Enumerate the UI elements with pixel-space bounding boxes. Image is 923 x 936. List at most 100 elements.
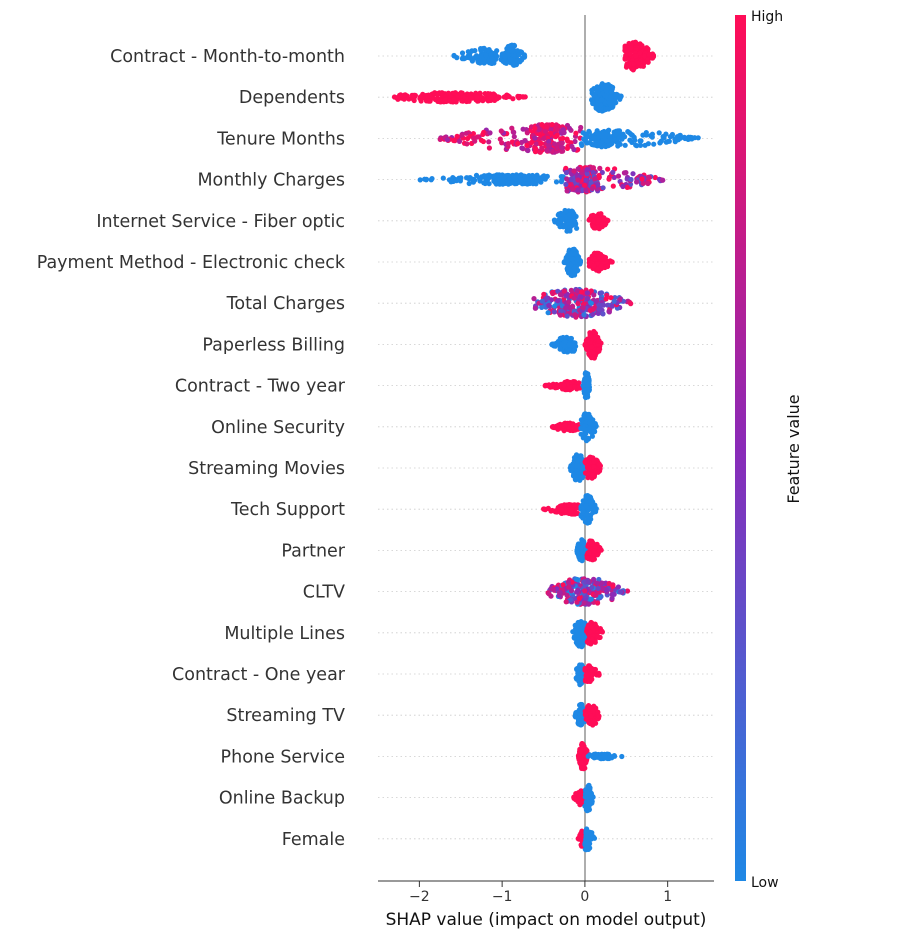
shap-point xyxy=(610,169,616,175)
shap-point xyxy=(566,228,572,234)
shap-point xyxy=(580,509,586,515)
shap-point xyxy=(610,583,616,589)
shap-points xyxy=(391,39,701,853)
shap-point xyxy=(682,135,688,142)
shap-point xyxy=(579,701,585,708)
shap-point xyxy=(581,182,588,188)
shap-point xyxy=(478,53,484,59)
shap-point xyxy=(578,707,584,713)
shap-point xyxy=(581,312,587,318)
shap-point xyxy=(568,287,574,293)
shap-point xyxy=(573,221,579,228)
shap-point xyxy=(606,176,612,182)
shap-point xyxy=(485,91,491,97)
shap-point xyxy=(624,588,631,594)
shap-point xyxy=(622,142,628,148)
shap-point xyxy=(454,133,460,139)
shap-point xyxy=(574,422,581,428)
shap-point xyxy=(611,298,617,304)
shap-point xyxy=(596,142,602,148)
shap-point xyxy=(583,712,589,718)
shap-point xyxy=(560,135,566,141)
shap-point xyxy=(465,49,471,55)
feature-label-contract-one-year: Contract - One year xyxy=(172,665,346,685)
shap-point xyxy=(427,93,433,99)
shap-point xyxy=(595,310,601,316)
feature-label-partner: Partner xyxy=(281,541,345,561)
shap-point xyxy=(595,224,601,230)
shap-point xyxy=(617,589,624,595)
shap-point xyxy=(619,753,625,760)
x-tick-label: −2 xyxy=(409,889,430,905)
shap-point xyxy=(571,295,577,301)
shap-point xyxy=(578,833,585,840)
shap-point xyxy=(600,302,607,308)
shap-point xyxy=(483,52,489,58)
shap-point xyxy=(587,752,593,758)
shap-point xyxy=(552,303,558,309)
shap-point xyxy=(589,623,595,630)
shap-point xyxy=(584,840,591,846)
shap-point xyxy=(571,455,578,461)
shap-point xyxy=(566,212,573,218)
shap-point xyxy=(590,311,596,317)
shap-point xyxy=(548,126,554,133)
shap-point xyxy=(575,187,581,193)
shap-point xyxy=(602,221,608,228)
shap-point xyxy=(640,132,646,138)
shap-point xyxy=(539,304,545,310)
shap-point xyxy=(511,129,517,135)
shap-point xyxy=(589,584,595,590)
shap-point xyxy=(550,290,556,297)
shap-point xyxy=(429,176,435,182)
shap-point xyxy=(575,166,581,172)
feature-row-monthly-charges xyxy=(417,164,666,195)
shap-point xyxy=(596,172,602,179)
shap-point xyxy=(599,580,605,586)
shap-point xyxy=(561,343,568,349)
shap-point xyxy=(615,173,622,179)
feature-label-internet-service-fiber-optic: Internet Service - Fiber optic xyxy=(96,212,345,232)
shap-point xyxy=(609,88,615,95)
shap-point xyxy=(502,60,508,66)
shap-point xyxy=(480,138,486,145)
shap-point xyxy=(565,138,571,144)
shap-point xyxy=(506,48,513,54)
shap-point xyxy=(505,141,511,147)
shap-point xyxy=(631,61,637,67)
shap-point xyxy=(551,309,558,315)
shap-point xyxy=(596,306,602,312)
shap-point xyxy=(582,377,589,383)
shap-point xyxy=(587,494,594,500)
shap-point xyxy=(602,254,609,261)
shap-point xyxy=(572,138,578,145)
shap-point xyxy=(564,145,571,151)
shap-point xyxy=(603,87,609,93)
shap-point xyxy=(637,142,643,148)
shap-point xyxy=(592,176,598,182)
shap-point xyxy=(606,309,613,315)
shap-point xyxy=(569,467,575,473)
shap-point xyxy=(480,98,486,104)
shap-point xyxy=(596,672,602,678)
shap-point xyxy=(564,188,570,194)
shap-point xyxy=(522,138,528,144)
shap-point xyxy=(594,580,600,586)
shap-point xyxy=(609,755,615,761)
shap-point xyxy=(584,672,591,678)
feature-label-payment-method-electronic-check: Payment Method - Electronic check xyxy=(37,253,346,273)
shap-point xyxy=(542,128,549,134)
shap-point xyxy=(616,95,623,101)
shap-point xyxy=(581,136,587,142)
shap-point xyxy=(561,288,568,294)
shap-point xyxy=(571,348,577,354)
shap-point xyxy=(566,125,573,131)
shap-point xyxy=(572,714,579,720)
shap-point xyxy=(588,288,594,294)
shap-point xyxy=(580,515,586,521)
shap-point xyxy=(669,131,676,138)
shap-point xyxy=(538,140,544,146)
shap-point xyxy=(537,149,543,155)
shap-point xyxy=(609,595,615,601)
shap-point xyxy=(456,138,463,144)
